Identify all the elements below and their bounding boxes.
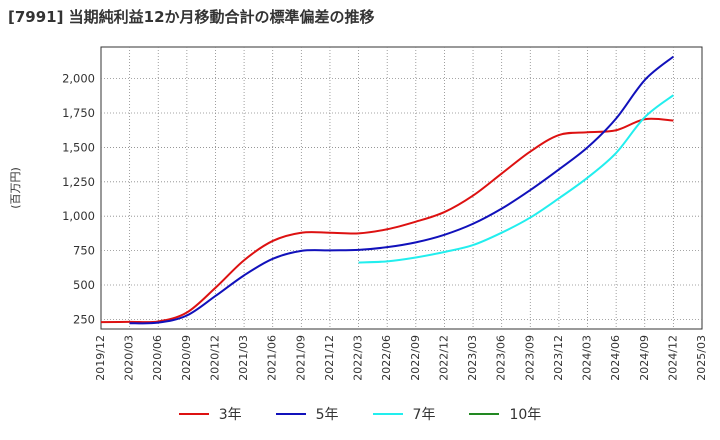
legend-swatch <box>469 413 500 415</box>
x-tick-label: 2023/12 <box>552 335 565 381</box>
legend-swatch <box>178 413 209 415</box>
y-tick-label: 750 <box>73 244 95 258</box>
x-tick-label: 2023/06 <box>495 335 508 381</box>
chart-title: [7991] 当期純利益12か月移動合計の標準偏差の推移 <box>8 8 375 26</box>
legend-swatch <box>275 413 306 415</box>
y-tick-label: 250 <box>73 312 95 326</box>
y-tick-label: 1,250 <box>62 175 95 189</box>
legend-item-3: 7年 <box>372 404 436 424</box>
x-tick-label: 2022/03 <box>352 335 365 381</box>
y-tick-label: 1,750 <box>62 106 95 120</box>
x-tick-label: 2024/06 <box>609 335 622 381</box>
legend-label: 7年 <box>412 407 436 423</box>
legend-label: 10年 <box>509 407 542 423</box>
x-tick-label: 2020/12 <box>208 335 221 381</box>
x-tick-label: 2023/09 <box>523 335 536 381</box>
plot-area <box>100 46 703 330</box>
legend-item-1: 3年 <box>178 404 242 424</box>
x-tick-label: 2024/09 <box>638 335 651 381</box>
x-tick-label: 2023/03 <box>466 335 479 381</box>
x-tick-label: 2020/09 <box>180 335 193 381</box>
legend-item-2: 5年 <box>275 404 339 424</box>
x-tick-label: 2021/12 <box>323 335 336 381</box>
series-line-3 <box>358 94 674 264</box>
x-tick-label: 2022/09 <box>409 335 422 381</box>
y-tick-label: 2,000 <box>62 72 95 86</box>
x-tick-label: 2020/03 <box>123 335 136 381</box>
legend-label: 3年 <box>218 407 242 423</box>
x-tick-label: 2019/12 <box>94 335 107 381</box>
x-tick-label: 2021/03 <box>237 335 250 381</box>
x-tick-label: 2024/03 <box>581 335 594 381</box>
y-tick-label: 500 <box>73 278 95 292</box>
legend-item-4: 10年 <box>469 404 541 424</box>
legend-label: 5年 <box>315 407 339 423</box>
x-tick-label: 2021/06 <box>266 335 279 381</box>
x-tick-label: 2024/12 <box>666 335 679 381</box>
x-tick-label: 2022/06 <box>380 335 393 381</box>
x-tick-label: 2021/09 <box>294 335 307 381</box>
x-tick-label: 2022/12 <box>437 335 450 381</box>
line-chart: 2019/12 2020/03 2020/06 2020/09 2020/12 2021/… <box>9 46 708 381</box>
series-line-1 <box>100 117 674 324</box>
y-axis-label: (百万円) <box>9 167 22 209</box>
y-tick-label: 1,000 <box>62 209 95 223</box>
legend: 3年 5年 7年 10年 <box>0 402 720 426</box>
x-tick-label: 2025/03 <box>695 335 708 381</box>
x-tick-label: 2020/06 <box>151 335 164 381</box>
y-tick-label: 1,500 <box>62 140 95 154</box>
legend-swatch <box>372 413 403 415</box>
series-line-2 <box>129 55 675 325</box>
